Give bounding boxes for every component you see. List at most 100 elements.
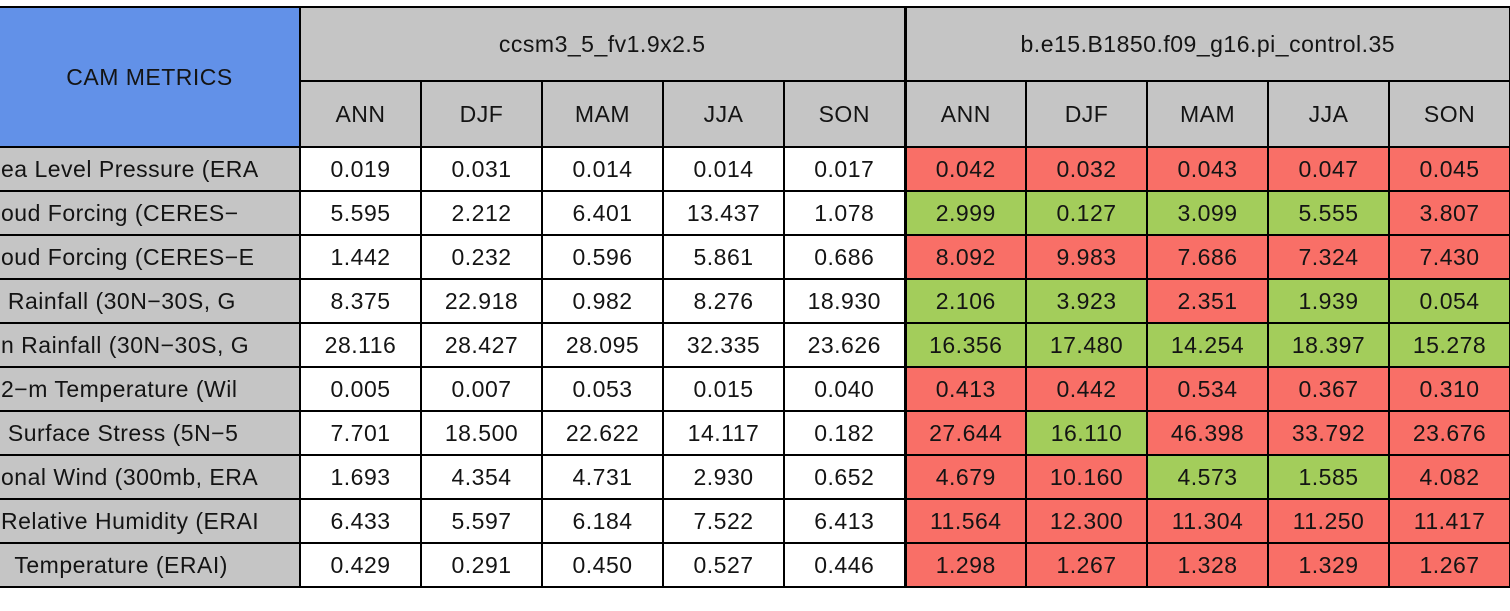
metric-label: Rainfall (30N−30S, G bbox=[0, 278, 301, 324]
model1-value-cell: 7.522 bbox=[662, 498, 785, 544]
model2-value-cell: 4.082 bbox=[1388, 454, 1510, 500]
metric-label: Surface Stress (5N−5 bbox=[0, 410, 301, 456]
model1-value-cell: 0.652 bbox=[782, 454, 907, 500]
model1-value-cell: 4.354 bbox=[420, 454, 543, 500]
model2-value-cell: 8.092 bbox=[903, 234, 1028, 280]
model1-value-cell: 0.450 bbox=[541, 542, 664, 588]
model2-value-cell: 11.250 bbox=[1267, 498, 1391, 544]
model1-value-cell: 8.375 bbox=[299, 278, 422, 324]
model1-value-cell: 0.014 bbox=[662, 146, 785, 192]
model2-value-cell: 3.807 bbox=[1388, 190, 1510, 236]
model2-header: b.e15.B1850.f09_g16.pi_control.35 bbox=[903, 6, 1510, 82]
model2-value-cell: 1.585 bbox=[1267, 454, 1391, 500]
model1-value-cell: 0.040 bbox=[782, 366, 907, 412]
model1-value-cell: 14.117 bbox=[662, 410, 785, 456]
model2-value-cell: 0.043 bbox=[1146, 146, 1270, 192]
model1-header: ccsm3_5_fv1.9x2.5 bbox=[298, 6, 907, 82]
metric-label: Temperature (ERAI) bbox=[0, 542, 301, 588]
table-body: ea Level Pressure (ERA 0.019 0.031 0.014 0.0… bbox=[0, 146, 1510, 588]
model1-value-cell: 0.596 bbox=[541, 234, 664, 280]
table-row: oud Forcing (CERES−E 1.442 0.232 0.596 5.861… bbox=[0, 234, 1510, 280]
metric-label: onal Wind (300mb, ERA bbox=[0, 454, 301, 500]
model1-value-cell: 0.017 bbox=[782, 146, 907, 192]
model1-value-cell: 1.442 bbox=[299, 234, 422, 280]
model1-value-cell: 0.446 bbox=[782, 542, 907, 588]
model2-value-cell: 0.054 bbox=[1388, 278, 1510, 324]
model2-value-cell: 16.356 bbox=[903, 322, 1028, 368]
model2-value-cell: 12.300 bbox=[1025, 498, 1149, 544]
model1-value-cell: 0.014 bbox=[541, 146, 664, 192]
model2-value-cell: 0.367 bbox=[1267, 366, 1391, 412]
model2-value-cell: 2.999 bbox=[903, 190, 1028, 236]
model1-value-cell: 18.930 bbox=[782, 278, 907, 324]
model1-value-cell: 1.078 bbox=[782, 190, 907, 236]
metric-label: ea Level Pressure (ERA bbox=[0, 146, 301, 192]
model2-value-cell: 1.298 bbox=[903, 542, 1028, 588]
model2-value-cell: 14.254 bbox=[1146, 322, 1270, 368]
model2-value-cell: 16.110 bbox=[1025, 410, 1149, 456]
model1-value-cell: 0.053 bbox=[541, 366, 664, 412]
model1-value-cell: 0.982 bbox=[541, 278, 664, 324]
model2-value-cell: 1.328 bbox=[1146, 542, 1270, 588]
model2-value-cell: 4.679 bbox=[903, 454, 1028, 500]
model2-value-cell: 7.430 bbox=[1388, 234, 1510, 280]
model2-value-cell: 2.106 bbox=[903, 278, 1028, 324]
model-header-row: CAM METRICS ccsm3_5_fv1.9x2.5 b.e15.B185… bbox=[0, 6, 1510, 148]
model2-value-cell: 9.983 bbox=[1025, 234, 1149, 280]
model1-value-cell: 0.019 bbox=[299, 146, 422, 192]
table-row: ea Level Pressure (ERA 0.019 0.031 0.014 0.0… bbox=[0, 146, 1510, 192]
model2-value-cell: 23.676 bbox=[1388, 410, 1510, 456]
model1-value-cell: 2.212 bbox=[420, 190, 543, 236]
model2-value-cell: 4.573 bbox=[1146, 454, 1270, 500]
table-row: 2−m Temperature (Wil 0.005 0.007 0.053 0.015… bbox=[0, 366, 1510, 412]
model1-value-cell: 5.861 bbox=[662, 234, 785, 280]
table-row: onal Wind (300mb, ERA 1.693 4.354 4.731 2.93… bbox=[0, 454, 1510, 500]
cam-metrics-table: CAM METRICS ccsm3_5_fv1.9x2.5 b.e15.B185… bbox=[0, 6, 1510, 588]
model1-value-cell: 28.427 bbox=[420, 322, 543, 368]
model1-value-cell: 0.291 bbox=[420, 542, 543, 588]
model2-value-cell: 3.923 bbox=[1025, 278, 1149, 324]
model2-value-cell: 0.413 bbox=[903, 366, 1028, 412]
model2-value-cell: 5.555 bbox=[1267, 190, 1391, 236]
model1-value-cell: 6.401 bbox=[541, 190, 664, 236]
model1-value-cell: 0.005 bbox=[299, 366, 422, 412]
model1-value-cell: 32.335 bbox=[662, 322, 785, 368]
model1-value-cell: 0.232 bbox=[420, 234, 543, 280]
model1-value-cell: 8.276 bbox=[662, 278, 785, 324]
table-row: Rainfall (30N−30S, G 8.375 22.918 0.982 8.27… bbox=[0, 278, 1510, 324]
model2-value-cell: 27.644 bbox=[903, 410, 1028, 456]
season-header-row: ANN DJF MAM JJA SON ANN DJF MAM JJA SON bbox=[0, 80, 1510, 148]
model2-value-cell: 0.045 bbox=[1388, 146, 1510, 192]
season-header-m1-son: SON bbox=[782, 80, 907, 148]
model1-value-cell: 5.597 bbox=[420, 498, 543, 544]
season-header-m2-ann: ANN bbox=[903, 80, 1028, 148]
model2-value-cell: 10.160 bbox=[1025, 454, 1149, 500]
season-header-m2-djf: DJF bbox=[1025, 80, 1149, 148]
model2-value-cell: 1.267 bbox=[1388, 542, 1510, 588]
model2-value-cell: 0.534 bbox=[1146, 366, 1270, 412]
model1-value-cell: 2.930 bbox=[662, 454, 785, 500]
table-title: CAM METRICS bbox=[0, 6, 301, 148]
season-header-m2-mam: MAM bbox=[1146, 80, 1270, 148]
model2-value-cell: 0.127 bbox=[1025, 190, 1149, 236]
model2-value-cell: 2.351 bbox=[1146, 278, 1270, 324]
model2-value-cell: 1.267 bbox=[1025, 542, 1149, 588]
model1-value-cell: 0.527 bbox=[662, 542, 785, 588]
season-header-m1-jja: JJA bbox=[662, 80, 785, 148]
model2-value-cell: 18.397 bbox=[1267, 322, 1391, 368]
table-row: Surface Stress (5N−5 7.701 18.500 22.622 14.… bbox=[0, 410, 1510, 456]
season-header-m1-mam: MAM bbox=[541, 80, 664, 148]
table-row: n Rainfall (30N−30S, G 28.116 28.427 28.095… bbox=[0, 322, 1510, 368]
model1-value-cell: 0.015 bbox=[662, 366, 785, 412]
model2-value-cell: 1.939 bbox=[1267, 278, 1391, 324]
table-header: CAM METRICS ccsm3_5_fv1.9x2.5 b.e15.B185… bbox=[0, 6, 1510, 148]
model1-value-cell: 6.433 bbox=[299, 498, 422, 544]
model2-value-cell: 15.278 bbox=[1388, 322, 1510, 368]
model1-value-cell: 0.007 bbox=[420, 366, 543, 412]
season-header-m2-son: SON bbox=[1388, 80, 1510, 148]
model2-value-cell: 0.042 bbox=[903, 146, 1028, 192]
table-row: Relative Humidity (ERAI 6.433 5.597 6.184 7.… bbox=[0, 498, 1510, 544]
model1-value-cell: 1.693 bbox=[299, 454, 422, 500]
model1-value-cell: 0.182 bbox=[782, 410, 907, 456]
model1-value-cell: 13.437 bbox=[662, 190, 785, 236]
